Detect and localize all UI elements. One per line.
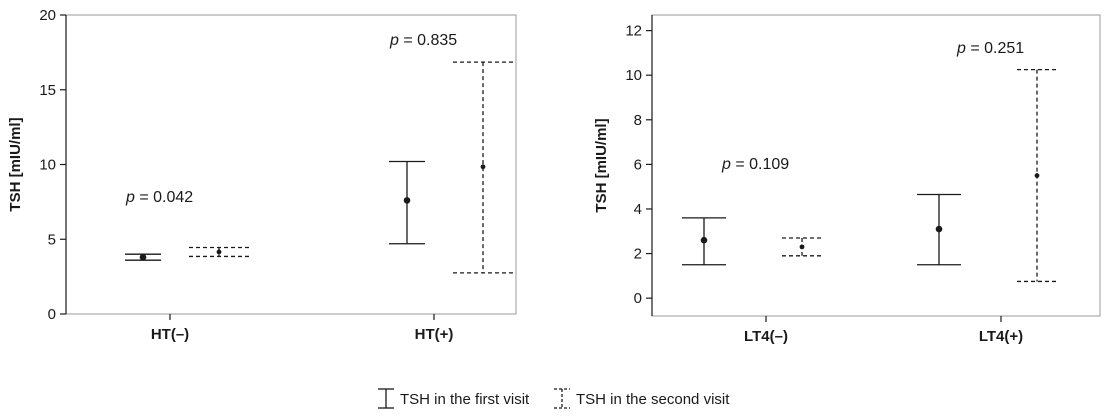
y-tick-label: 0 bbox=[634, 290, 642, 307]
first-visit-errorbar bbox=[125, 253, 161, 261]
p-value-symbol: p bbox=[721, 156, 731, 173]
y-tick-label: 4 bbox=[634, 201, 642, 218]
plot-frame bbox=[651, 14, 1101, 317]
errorbar-mean-point bbox=[799, 244, 805, 250]
p-value-symbol: p bbox=[389, 32, 399, 49]
y-tick-label: 15 bbox=[39, 82, 56, 99]
p-value-number: = 0.042 bbox=[135, 189, 193, 206]
chart-legend: TSH in the first visit TSH in the second… bbox=[378, 388, 730, 409]
legend-first-visit-label: TSH in the first visit bbox=[400, 391, 530, 408]
x-category-label: LT4(–) bbox=[744, 328, 788, 345]
p-value-annotation: p = 0.251 bbox=[956, 40, 1024, 57]
errorbar-mean-point bbox=[403, 197, 411, 204]
errorbar-mean-point bbox=[216, 249, 222, 255]
p-value-annotation: p = 0.042 bbox=[125, 189, 193, 206]
first-visit-errorbar bbox=[682, 217, 726, 266]
legend-second-visit-label: TSH in the second visit bbox=[576, 391, 730, 408]
p-value-symbol: p bbox=[125, 189, 135, 206]
errorbar-mean-point bbox=[700, 236, 708, 244]
second-visit-errorbar bbox=[782, 237, 822, 257]
second-visit-errorbar bbox=[1017, 68, 1057, 283]
y-axis-label: TSH [mIU/ml] bbox=[7, 117, 24, 211]
chart-panel-lt4: 0 2 4 6 8 10 12 TSH [mIU/ml] LT4(–) LT4(+) p = 0.1… bbox=[593, 14, 1101, 345]
p-value-symbol: p bbox=[956, 40, 966, 57]
errorbar-mean-point bbox=[935, 225, 943, 233]
y-tick-label: 12 bbox=[625, 23, 642, 40]
errorbar-mean-point bbox=[139, 253, 147, 261]
errorbar-mean-point bbox=[1034, 173, 1040, 178]
y-tick-label: 0 bbox=[48, 306, 56, 323]
p-value-number: = 0.251 bbox=[966, 40, 1024, 57]
p-value-annotation: p = 0.109 bbox=[721, 156, 789, 173]
y-tick-label: 20 bbox=[39, 7, 56, 24]
y-tick-label: 10 bbox=[39, 157, 56, 174]
y-tick-label: 10 bbox=[625, 67, 642, 84]
x-category-label: HT(–) bbox=[151, 326, 189, 343]
first-visit-errorbar bbox=[917, 193, 961, 266]
errorbar-mean-point bbox=[480, 164, 486, 170]
x-category-label: HT(+) bbox=[415, 326, 454, 343]
legend-second-visit-marker bbox=[554, 388, 570, 409]
plot-frame bbox=[65, 14, 517, 315]
first-visit-errorbar bbox=[389, 160, 425, 245]
x-category-label: LT4(+) bbox=[979, 328, 1023, 345]
y-tick-label: 5 bbox=[48, 231, 56, 248]
y-tick-label: 2 bbox=[634, 246, 642, 263]
p-value-annotation: p = 0.835 bbox=[389, 32, 457, 49]
second-visit-errorbar bbox=[453, 61, 513, 274]
second-visit-errorbar bbox=[189, 246, 249, 258]
y-tick-label: 8 bbox=[634, 112, 642, 129]
y-tick-label: 6 bbox=[634, 156, 642, 173]
p-value-number: = 0.109 bbox=[731, 156, 789, 173]
y-axis-label: TSH [mIU/ml] bbox=[593, 118, 610, 212]
legend-first-visit-marker bbox=[378, 388, 394, 409]
p-value-number: = 0.835 bbox=[399, 32, 457, 49]
